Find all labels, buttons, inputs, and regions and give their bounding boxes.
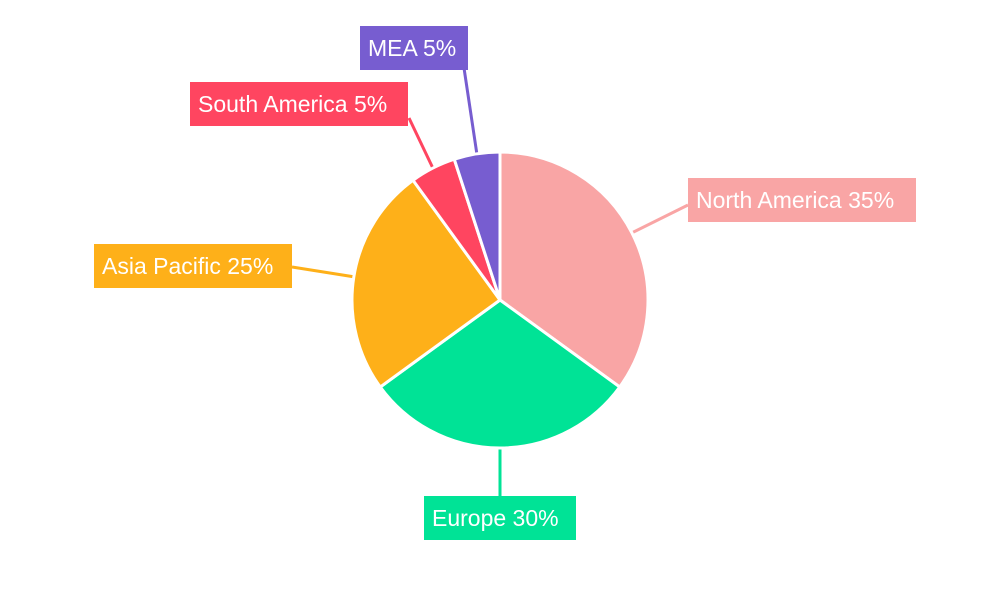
pie-slice-europe (378, 298, 622, 450)
leader-line (407, 117, 436, 171)
leader-line (462, 67, 479, 157)
label-south-america: South America 5% (190, 82, 408, 126)
label-europe: Europe 30% (424, 496, 576, 540)
pie-slice-asia-pacific (350, 178, 503, 390)
pie-slice-mea (452, 150, 502, 301)
label-north-america: North America 35% (688, 178, 916, 222)
leader-line (291, 265, 357, 279)
pie-slice-north-america (498, 150, 650, 390)
label-mea: MEA 5% (360, 26, 468, 70)
leader-line (629, 203, 689, 236)
label-asia-pacific: Asia Pacific 25% (94, 244, 292, 288)
